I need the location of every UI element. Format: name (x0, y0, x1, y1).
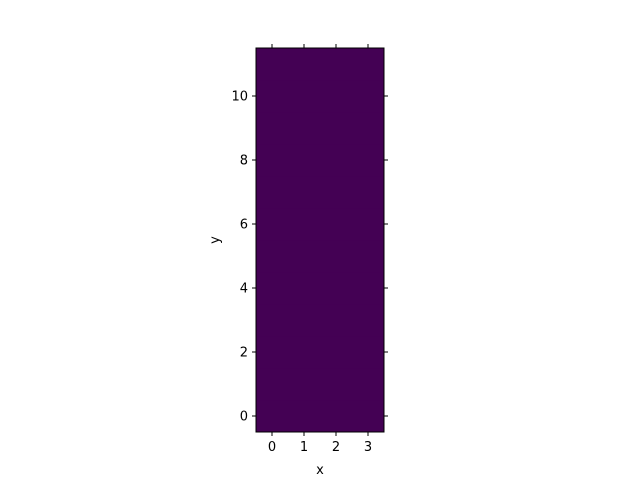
heatmap-cell (256, 304, 289, 337)
heatmap-cell (352, 272, 385, 305)
heatmap-cell (352, 240, 385, 273)
heatmap-cells (256, 48, 385, 433)
heatmap-cell (288, 48, 321, 81)
heatmap-cell (352, 208, 385, 241)
x-tick-label: 0 (268, 440, 276, 455)
heatmap-cell (320, 240, 353, 273)
heatmap-cell (256, 208, 289, 241)
heatmap-cell (320, 400, 353, 433)
heatmap-cell (320, 48, 353, 81)
heatmap-cell (288, 336, 321, 369)
y-tick-label: 10 (231, 90, 248, 105)
x-axis-ticks: 0 1 2 3 (268, 44, 372, 455)
heatmap-cell (288, 304, 321, 337)
heatmap-cell (320, 144, 353, 177)
heatmap-cell (352, 48, 385, 81)
heatmap-cell (288, 400, 321, 433)
heatmap-cell (256, 176, 289, 209)
heatmap-cell (288, 176, 321, 209)
heatmap-cell (352, 400, 385, 433)
heatmap-cell (256, 336, 289, 369)
heatmap-cell (288, 368, 321, 401)
heatmap-cell (320, 336, 353, 369)
heatmap-cell (320, 208, 353, 241)
heatmap-cell (256, 272, 289, 305)
heatmap-cell (288, 240, 321, 273)
y-tick-label: 8 (240, 154, 248, 169)
y-tick-label: 2 (240, 346, 248, 361)
y-axis-label: y (208, 236, 223, 244)
x-axis-label: x (316, 463, 324, 478)
heatmap-cell (320, 304, 353, 337)
heatmap-cell (288, 144, 321, 177)
x-tick-label: 2 (332, 440, 340, 455)
heatmap-cell (320, 368, 353, 401)
x-tick-label: 1 (300, 440, 308, 455)
heatmap-cell (352, 112, 385, 145)
heatmap-cell (256, 400, 289, 433)
y-axis-ticks: 0 2 4 6 8 10 (231, 90, 388, 425)
x-tick-label: 3 (364, 440, 372, 455)
heatmap-cell (288, 208, 321, 241)
heatmap-cell (352, 176, 385, 209)
y-tick-label: 0 (240, 410, 248, 425)
heatmap-cell (288, 272, 321, 305)
heatmap-cell (352, 336, 385, 369)
heatmap-cell (288, 112, 321, 145)
y-tick-label: 6 (240, 218, 248, 233)
heatmap-cell (352, 368, 385, 401)
axes-frame (255, 47, 385, 433)
heatmap-cell (352, 144, 385, 177)
heatmap-cell (288, 80, 321, 113)
heatmap-cell (256, 144, 289, 177)
heatmap-cell (320, 272, 353, 305)
heatmap-cell (320, 112, 353, 145)
heatmap-cell (256, 240, 289, 273)
heatmap-cell (256, 48, 289, 81)
heatmap-cell (320, 80, 353, 113)
heatmap-cell (352, 80, 385, 113)
heatmap-cell (256, 112, 289, 145)
y-tick-label: 4 (240, 282, 248, 297)
heatmap-cell (352, 304, 385, 337)
heatmap-cell (256, 80, 289, 113)
heatmap-cell (320, 176, 353, 209)
heatmap-cell (256, 368, 289, 401)
